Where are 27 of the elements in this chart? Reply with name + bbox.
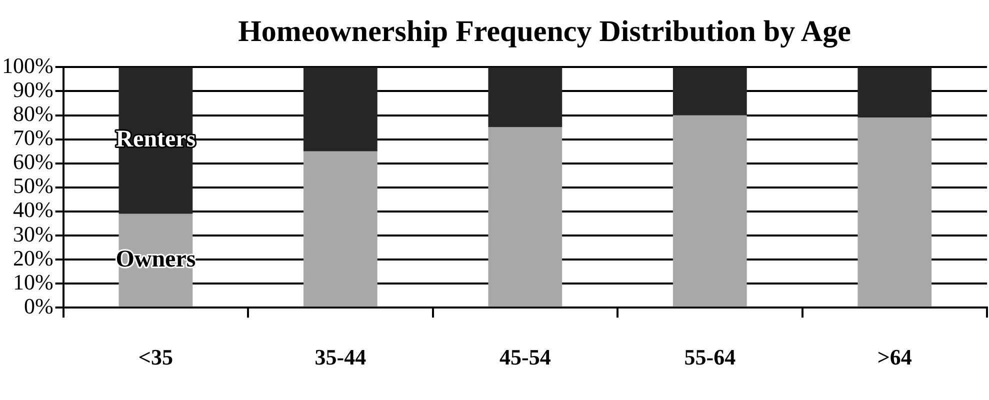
y-tick-label: 70% [13, 125, 54, 150]
y-tick-label: 0% [24, 293, 54, 318]
x-tick-label: >64 [877, 344, 912, 370]
y-tick-label: 20% [13, 245, 54, 270]
series-label: Renters [116, 126, 196, 153]
bar [672, 67, 747, 116]
bar [303, 67, 378, 152]
y-tick-label: 10% [13, 269, 54, 294]
bar [858, 67, 932, 118]
bar [488, 127, 562, 307]
bar [488, 67, 562, 128]
y-tick-label: 90% [13, 77, 54, 102]
bar [303, 151, 378, 307]
y-tick-label: 40% [13, 197, 54, 222]
y-tick-label: 30% [13, 221, 54, 246]
x-tick-label: 35-44 [314, 344, 366, 370]
x-tick-label: 45-54 [500, 344, 551, 370]
bar [672, 115, 747, 307]
bar [858, 118, 932, 307]
series-label: Owners [116, 246, 196, 272]
y-tick-label: 100% [2, 52, 54, 78]
y-tick-label: 50% [13, 173, 54, 198]
x-tick-label: 55-64 [684, 344, 736, 370]
y-tick-label: 80% [13, 101, 54, 126]
y-tick-label: 60% [13, 149, 54, 174]
chart-title: Homeownership Frequency Distribution by Age [237, 14, 852, 50]
x-tick-label: <35 [138, 344, 173, 370]
